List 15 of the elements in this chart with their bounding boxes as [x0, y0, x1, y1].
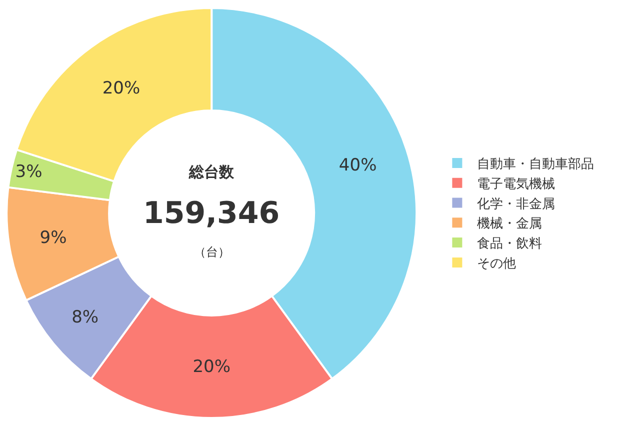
legend-label: 電子電気機械: [477, 176, 556, 192]
text: 159,346: [143, 196, 280, 231]
legend-label: その他: [477, 256, 516, 272]
legend-label: 化学・非金属: [477, 196, 556, 212]
data-label: 20%: [102, 78, 140, 99]
legend-label: 機械・金属: [477, 216, 542, 232]
text: （台）: [194, 245, 230, 259]
text: 総台数: [188, 163, 235, 181]
legend-label: 自動車・自動車部品: [477, 157, 594, 172]
data-label: 9%: [40, 228, 67, 248]
data-label: 3%: [15, 162, 42, 182]
data-label: 8%: [72, 308, 99, 328]
legend-label: 食品・飲料: [477, 236, 542, 252]
data-label: 40%: [338, 155, 377, 176]
data-label: 20%: [192, 356, 230, 377]
